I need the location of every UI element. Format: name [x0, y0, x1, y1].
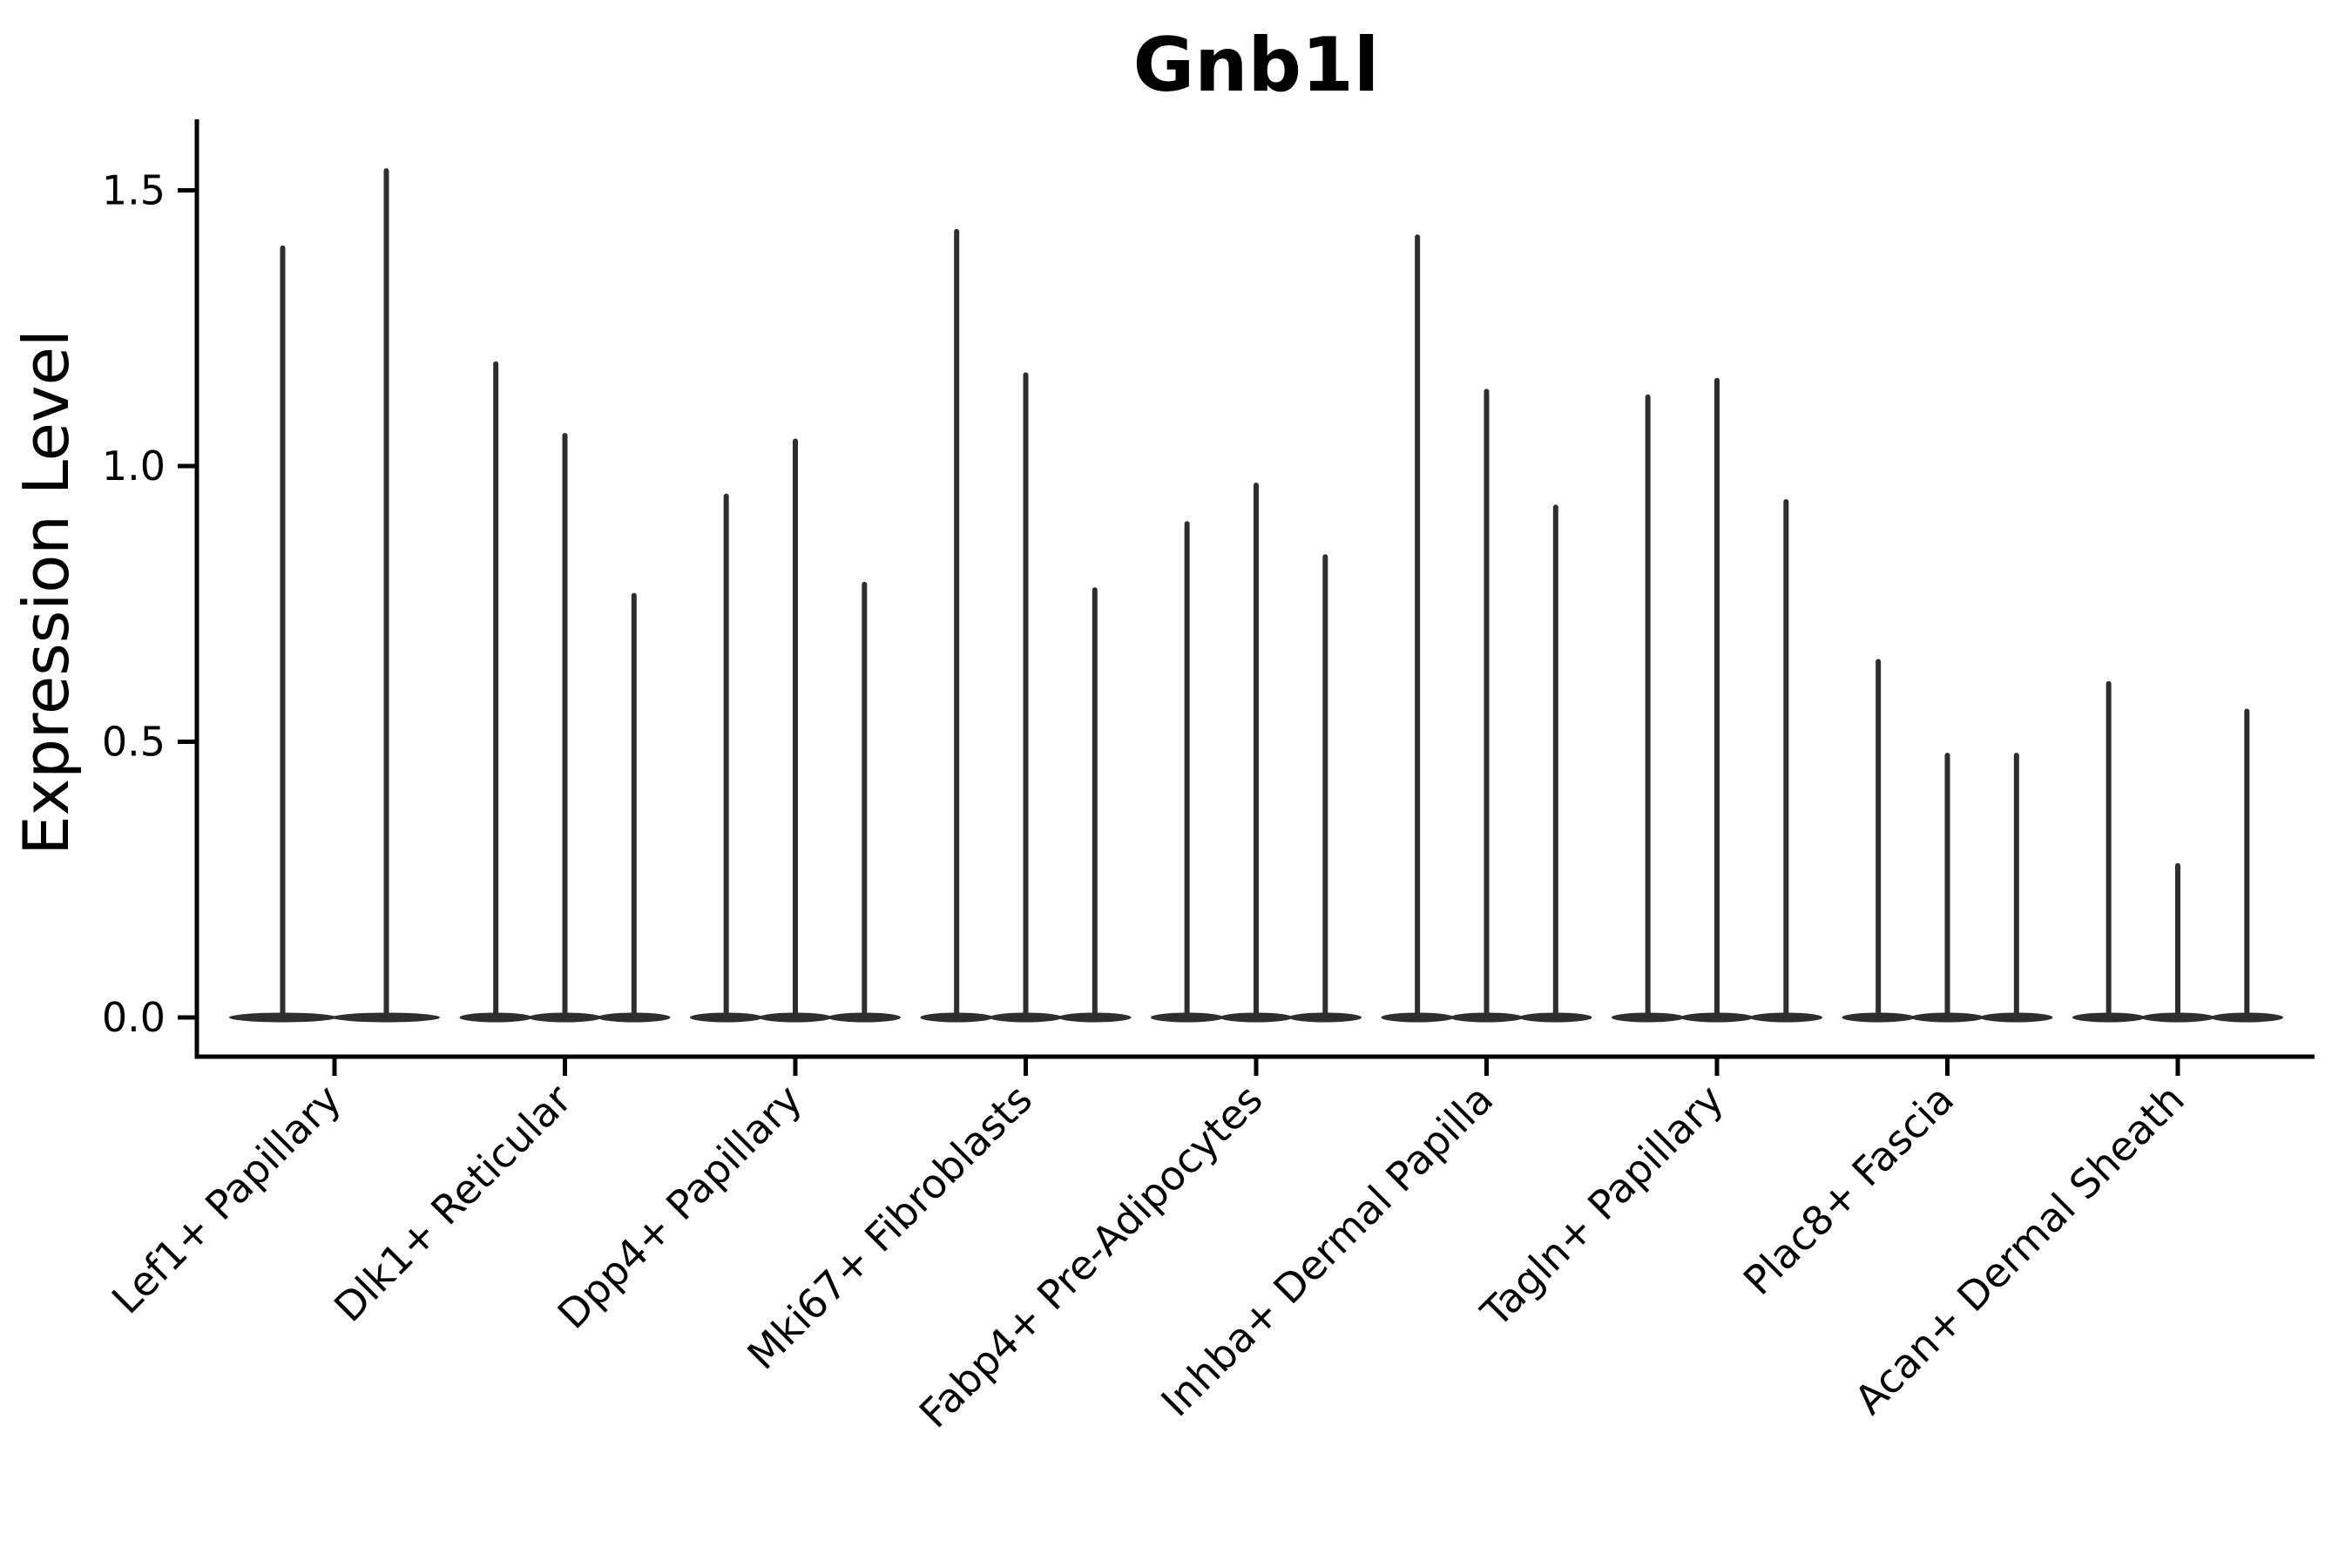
- violin-group: [459, 361, 671, 1023]
- violin-spike: [1322, 554, 1328, 1019]
- violin-spike: [2105, 680, 2112, 1019]
- violin-group: [1381, 234, 1592, 1023]
- x-tick-label: Dpp4+ Papillary: [549, 1076, 811, 1338]
- violin-spike: [2013, 753, 2019, 1019]
- violin-spike: [1254, 482, 1259, 1019]
- violin-spike: [1023, 372, 1029, 1019]
- violins-layer: [229, 168, 2283, 1023]
- y-axis-label: Expression Level: [10, 329, 83, 855]
- violin-spike: [1783, 498, 1789, 1019]
- violin-spike: [631, 592, 637, 1019]
- chart-title: Gnb1l: [1133, 22, 1380, 109]
- violin-group: [1151, 482, 1362, 1023]
- y-tick-label: 0.5: [102, 719, 166, 766]
- violin-group: [1612, 377, 1822, 1023]
- violin-spike: [723, 493, 729, 1019]
- violin-spike: [1415, 234, 1421, 1019]
- violin-group: [2072, 680, 2283, 1023]
- x-tick-label: Dlk1+ Reticular: [325, 1076, 580, 1331]
- violin-spike: [1876, 659, 1882, 1019]
- violin-group: [920, 228, 1132, 1023]
- violin-spike: [1645, 394, 1651, 1020]
- violin-spike: [1552, 504, 1558, 1019]
- violin-spike: [1714, 377, 1720, 1020]
- y-tick-label: 0.0: [102, 994, 166, 1041]
- violin-group: [1842, 659, 2053, 1023]
- violin-spike: [493, 361, 499, 1020]
- violin-spike: [862, 581, 868, 1019]
- violin-spike: [1184, 521, 1190, 1019]
- x-tick-label: Plac8+ Fascia: [1734, 1076, 1963, 1304]
- violin-group: [690, 438, 901, 1023]
- violin-group: [229, 168, 440, 1023]
- violin-spike: [1484, 389, 1490, 1019]
- violin-spike: [954, 228, 960, 1019]
- violin-spike: [280, 245, 286, 1019]
- x-tick-label: Lef1+ Papillary: [103, 1076, 350, 1323]
- violin-spike: [793, 438, 798, 1020]
- violin-spike: [1092, 587, 1098, 1019]
- y-axis: 0.0 0.5 1.0 1.5: [102, 119, 199, 1059]
- x-tick-label: Tagln+ Papillary: [1471, 1076, 1733, 1337]
- violin-spike: [562, 433, 568, 1019]
- y-tick-label: 1.5: [102, 167, 166, 214]
- y-tick-label: 1.0: [102, 443, 166, 490]
- violin-spike: [2244, 708, 2250, 1019]
- violin-spike: [2175, 862, 2180, 1019]
- violin-spike: [383, 168, 389, 1019]
- violin-spike: [1944, 753, 1950, 1019]
